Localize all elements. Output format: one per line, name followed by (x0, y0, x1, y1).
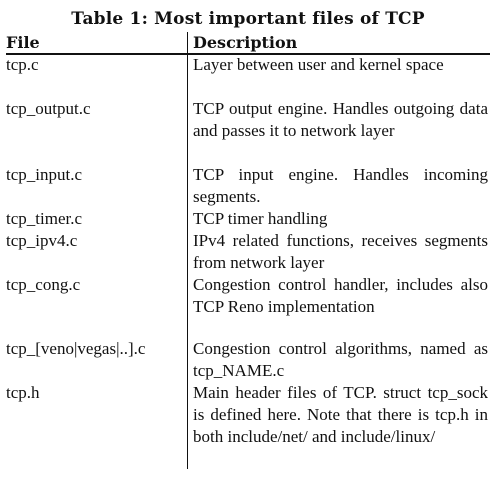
file-name: tcp.c (6, 55, 39, 74)
file-name: tcp_[veno|vegas|..].c (6, 339, 146, 358)
file-description: TCP output engine. Handles outgoing data… (193, 99, 488, 140)
file-description: Layer between user and kernel space (193, 55, 444, 74)
file-name: tcp_timer.c (6, 209, 83, 228)
file-name: tcp_ipv4.c (6, 231, 78, 250)
file-description: Congestion control algorithms, named as … (193, 339, 488, 380)
column-separator (187, 32, 188, 469)
header-rule (6, 53, 490, 55)
file-name: tcp_cong.c (6, 275, 81, 294)
file-name: tcp_output.c (6, 99, 91, 118)
table-caption: Table 1: Most important files of TCP (71, 9, 425, 29)
file-description: Congestion control handler, includes als… (193, 275, 488, 316)
file-name: tcp.h (6, 383, 40, 402)
header-file: File (6, 33, 40, 52)
header-description: Description (193, 33, 298, 52)
file-description: TCP input engine. Handles incoming segme… (193, 165, 488, 206)
file-description: Main header files of TCP. struct tcp_soc… (193, 383, 488, 446)
file-description: TCP timer handling (193, 209, 328, 228)
file-name: tcp_input.c (6, 165, 83, 184)
file-description: IPv4 related functions, receives segment… (193, 231, 488, 272)
